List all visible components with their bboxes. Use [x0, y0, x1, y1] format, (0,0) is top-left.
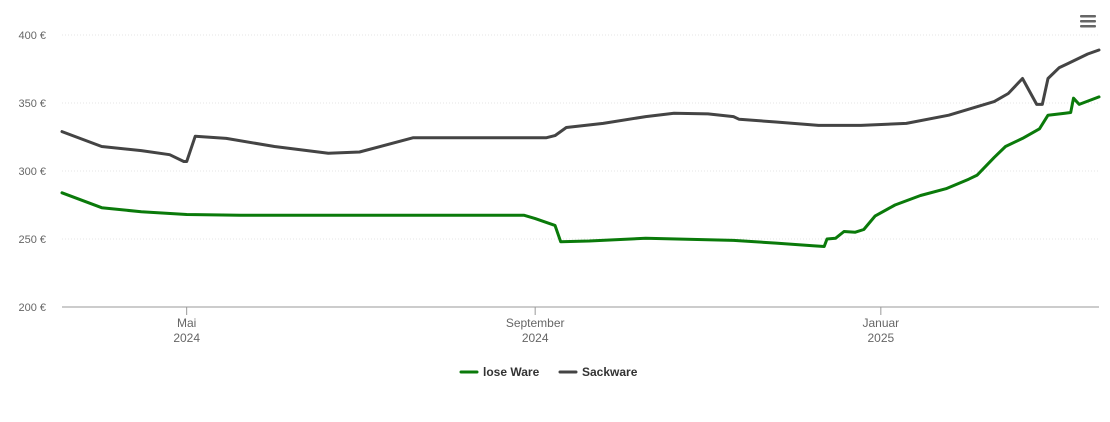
x-tick-label-year: 2025 [867, 331, 894, 345]
y-tick-label: 200 € [18, 302, 46, 314]
legend-item-sackware[interactable]: Sackware [558, 365, 638, 379]
legend-label-sackware: Sackware [582, 365, 638, 379]
series-lines [60, 48, 1101, 248]
y-tick-label: 300 € [18, 166, 46, 178]
y-tick-label: 400 € [18, 30, 46, 42]
legend: lose Ware Sackware [459, 365, 638, 379]
x-tick-label-year: 2024 [173, 331, 200, 345]
hamburger-menu-icon[interactable] [1076, 12, 1100, 32]
legend-label-lose-ware: lose Ware [483, 365, 540, 379]
series-line-sackware[interactable] [60, 48, 1101, 163]
x-tick-label-month: Januar [862, 316, 899, 330]
gridlines [62, 34, 1099, 240]
y-tick-label: 350 € [18, 98, 46, 110]
series-line-lose-ware[interactable] [60, 95, 1101, 248]
y-tick-label: 250 € [18, 234, 46, 246]
x-tick-label-month: September [506, 316, 565, 330]
x-tick-label-month: Mai [177, 316, 196, 330]
legend-item-lose-ware[interactable]: lose Ware [459, 365, 540, 379]
y-axis-labels: 200 € 250 € 300 € 350 € 400 € [18, 30, 46, 314]
x-tick-label-year: 2024 [522, 331, 549, 345]
